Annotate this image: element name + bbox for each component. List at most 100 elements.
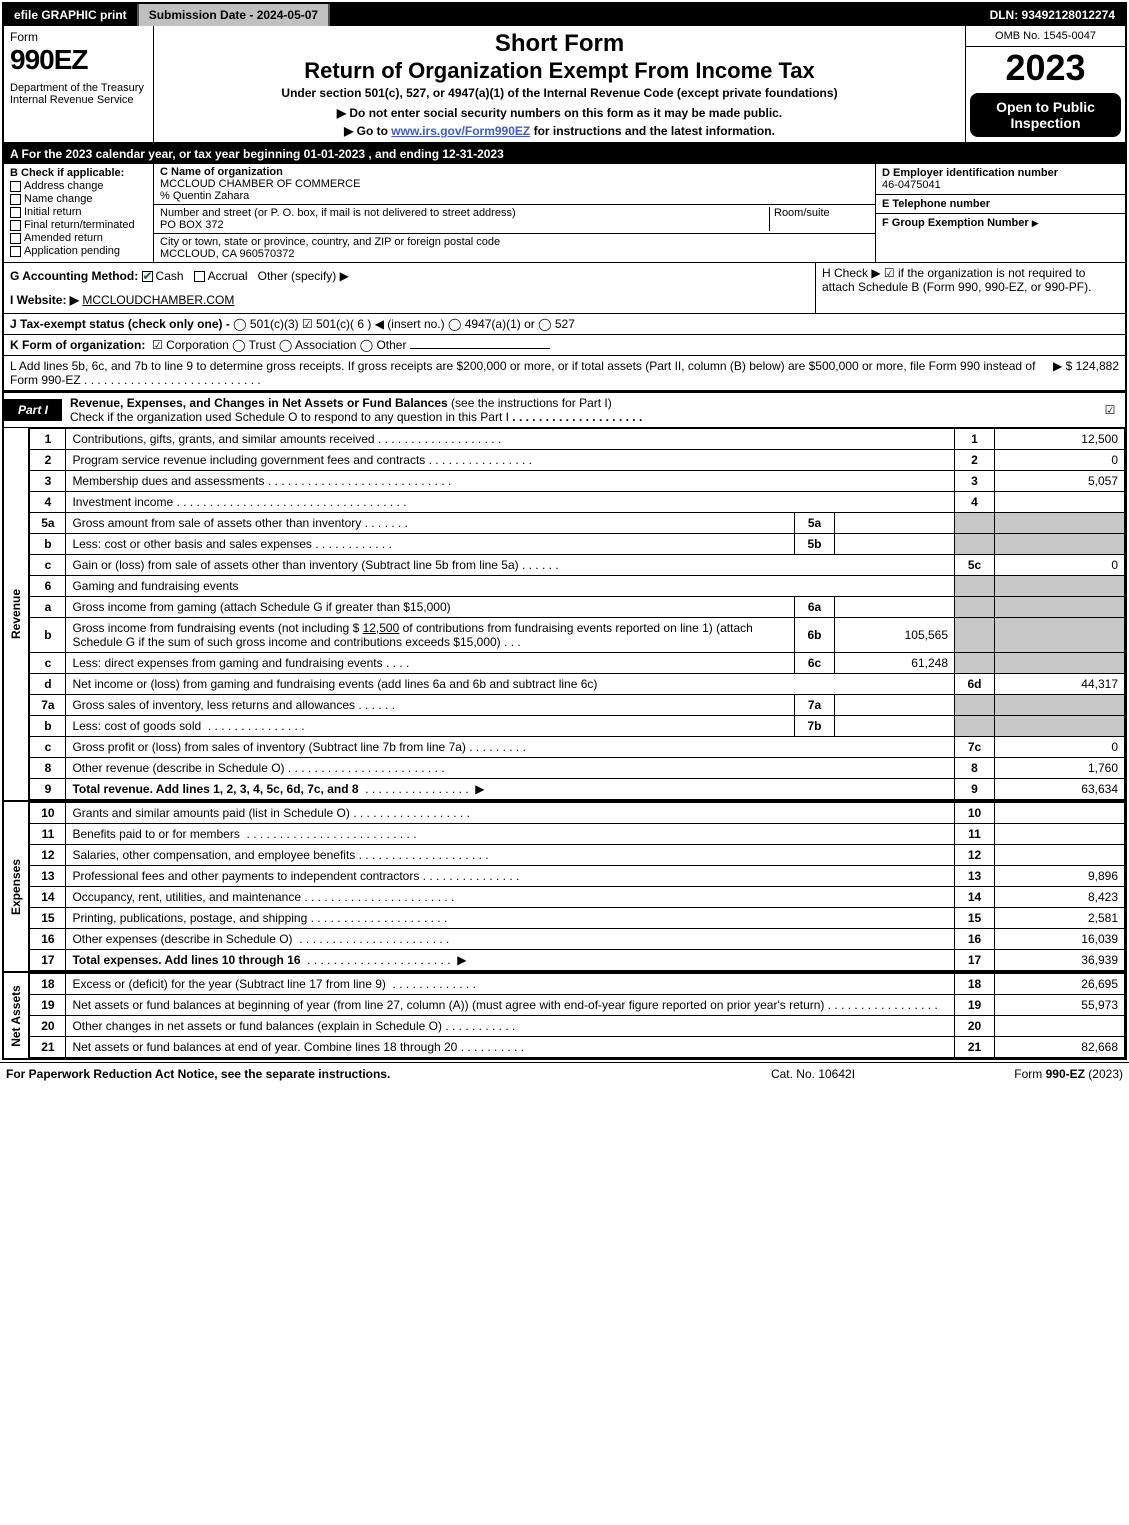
- chk-pending[interactable]: Application pending: [10, 245, 147, 257]
- f-hdr: F Group Exemption Number: [882, 217, 1029, 229]
- k-opts: ☑ Corporation ◯ Trust ◯ Association ◯ Ot…: [152, 338, 406, 352]
- chk-name[interactable]: Name change: [10, 193, 147, 205]
- form-container: efile GRAPHIC print Submission Date - 20…: [2, 2, 1127, 1060]
- i-label: I Website: ▶: [10, 293, 79, 307]
- c-city-block: City or town, state or province, country…: [154, 234, 875, 262]
- page-footer: For Paperwork Reduction Act Notice, see …: [0, 1062, 1129, 1085]
- line-16: 16Other expenses (describe in Schedule O…: [30, 929, 1125, 950]
- city-hdr: City or town, state or province, country…: [160, 236, 869, 248]
- col-c: C Name of organization MCCLOUD CHAMBER O…: [154, 164, 875, 262]
- line-7a: 7aGross sales of inventory, less returns…: [30, 695, 1125, 716]
- care-of: % Quentin Zahara: [160, 190, 869, 202]
- line-11: 11Benefits paid to or for members . . . …: [30, 824, 1125, 845]
- b-header: B Check if applicable:: [10, 167, 124, 179]
- row-l: L Add lines 5b, 6c, and 7b to line 9 to …: [4, 356, 1125, 391]
- c-name-block: C Name of organization MCCLOUD CHAMBER O…: [154, 164, 875, 205]
- dept-label: Department of the Treasury Internal Reve…: [10, 82, 147, 106]
- line-5b: bLess: cost or other basis and sales exp…: [30, 534, 1125, 555]
- netassets-block: Net Assets 18Excess or (deficit) for the…: [4, 971, 1125, 1058]
- revenue-block: Revenue 1Contributions, gifts, grants, a…: [4, 428, 1125, 800]
- j-label: J Tax-exempt status (check only one) -: [10, 317, 233, 331]
- line-10: 10Grants and similar amounts paid (list …: [30, 803, 1125, 824]
- line-6a: aGross income from gaming (attach Schedu…: [30, 597, 1125, 618]
- row-k: K Form of organization: ☑ Corporation ◯ …: [4, 335, 1125, 356]
- expenses-label: Expenses: [4, 802, 29, 971]
- part1-check-line: Check if the organization used Schedule …: [70, 410, 509, 424]
- netassets-label: Net Assets: [4, 973, 29, 1058]
- link-pre: ▶ Go to: [344, 124, 391, 138]
- ssn-note: ▶ Do not enter social security numbers o…: [160, 106, 959, 120]
- website-val[interactable]: MCCLOUDCHAMBER.COM: [82, 293, 234, 307]
- part1-title: Revenue, Expenses, and Changes in Net As…: [62, 393, 1095, 427]
- link-post: for instructions and the latest informat…: [530, 124, 775, 138]
- line-14: 14Occupancy, rent, utilities, and mainte…: [30, 887, 1125, 908]
- line-5a: 5aGross amount from sale of assets other…: [30, 513, 1125, 534]
- part1-tag: Part I: [4, 399, 62, 421]
- g-label: G Accounting Method:: [10, 269, 138, 283]
- line-6b: bGross income from fundraising events (n…: [30, 618, 1125, 653]
- l-amount: ▶ $ 124,882: [1053, 359, 1119, 387]
- short-form-title: Short Form: [160, 30, 959, 58]
- line-20: 20Other changes in net assets or fund ba…: [30, 1016, 1125, 1037]
- g-other: Other (specify) ▶: [258, 269, 349, 283]
- tax-year: 2023: [966, 47, 1125, 89]
- city-val: MCCLOUD, CA 960570372: [160, 248, 869, 260]
- footer-left: For Paperwork Reduction Act Notice, see …: [6, 1067, 683, 1081]
- header-left: Form 990EZ Department of the Treasury In…: [4, 26, 154, 142]
- expenses-block: Expenses 10Grants and similar amounts pa…: [4, 800, 1125, 971]
- d-hdr: D Employer identification number: [882, 167, 1058, 179]
- street-val: PO BOX 372: [160, 219, 769, 231]
- line-21: 21Net assets or fund balances at end of …: [30, 1037, 1125, 1058]
- line-9: 9Total revenue. Add lines 1, 2, 3, 4, 5c…: [30, 779, 1125, 800]
- line-2: 2Program service revenue including gover…: [30, 450, 1125, 471]
- chk-amended[interactable]: Amended return: [10, 232, 147, 244]
- form-title: Return of Organization Exempt From Incom…: [160, 58, 959, 84]
- line-6: 6Gaming and fundraising events: [30, 576, 1125, 597]
- col-def: D Employer identification number 46-0475…: [875, 164, 1125, 262]
- chk-cash[interactable]: [142, 271, 153, 282]
- line-12: 12Salaries, other compensation, and empl…: [30, 845, 1125, 866]
- dln-label: DLN: 93492128012274: [980, 4, 1125, 26]
- line-3: 3Membership dues and assessments . . . .…: [30, 471, 1125, 492]
- header-right: OMB No. 1545-0047 2023 Open to Public In…: [965, 26, 1125, 142]
- irs-link[interactable]: www.irs.gov/Form990EZ: [391, 124, 530, 138]
- line-6d: dNet income or (loss) from gaming and fu…: [30, 674, 1125, 695]
- efile-print-button[interactable]: efile GRAPHIC print: [4, 4, 139, 26]
- line-18: 18Excess or (deficit) for the year (Subt…: [30, 974, 1125, 995]
- part1-checkbox[interactable]: ☑: [1095, 403, 1125, 417]
- part1-header: Part I Revenue, Expenses, and Changes in…: [4, 391, 1125, 428]
- form-subtitle: Under section 501(c), 527, or 4947(a)(1)…: [160, 86, 959, 100]
- line-5c: cGain or (loss) from sale of assets othe…: [30, 555, 1125, 576]
- row-a: A For the 2023 calendar year, or tax yea…: [4, 144, 1125, 164]
- d-block: D Employer identification number 46-0475…: [876, 164, 1125, 195]
- c-street-block: Number and street (or P. O. box, if mail…: [154, 205, 875, 234]
- e-hdr: E Telephone number: [882, 198, 990, 210]
- mid-rows: G Accounting Method: Cash Accrual Other …: [4, 263, 1125, 391]
- line-4: 4Investment income . . . . . . . . . . .…: [30, 492, 1125, 513]
- netassets-table: 18Excess or (deficit) for the year (Subt…: [29, 973, 1125, 1058]
- expenses-table: 10Grants and similar amounts paid (list …: [29, 802, 1125, 971]
- revenue-table: 1Contributions, gifts, grants, and simil…: [29, 428, 1125, 800]
- ein-val: 46-0475041: [882, 179, 941, 191]
- h-block: H Check ▶ ☑ if the organization is not r…: [815, 263, 1125, 313]
- col-b: B Check if applicable: Address change Na…: [4, 164, 154, 262]
- line-15: 15Printing, publications, postage, and s…: [30, 908, 1125, 929]
- open-to-public: Open to Public Inspection: [970, 93, 1121, 137]
- top-bar: efile GRAPHIC print Submission Date - 20…: [4, 4, 1125, 26]
- chk-final[interactable]: Final return/terminated: [10, 219, 147, 231]
- chk-address[interactable]: Address change: [10, 180, 147, 192]
- chk-accrual[interactable]: [194, 271, 205, 282]
- submission-date-button[interactable]: Submission Date - 2024-05-07: [139, 4, 330, 26]
- form-word: Form: [10, 30, 147, 44]
- room-hdr: Room/suite: [774, 207, 830, 219]
- chk-initial[interactable]: Initial return: [10, 206, 147, 218]
- f-block: F Group Exemption Number: [876, 214, 1125, 232]
- form-number: 990EZ: [10, 44, 147, 76]
- line-1: 1Contributions, gifts, grants, and simil…: [30, 429, 1125, 450]
- line-17: 17Total expenses. Add lines 10 through 1…: [30, 950, 1125, 971]
- omb-number: OMB No. 1545-0047: [966, 26, 1125, 47]
- row-gh: G Accounting Method: Cash Accrual Other …: [4, 263, 1125, 314]
- line-6c: cLess: direct expenses from gaming and f…: [30, 653, 1125, 674]
- j-opts: ◯ 501(c)(3) ☑ 501(c)( 6 ) ◀ (insert no.)…: [233, 317, 575, 331]
- revenue-label: Revenue: [4, 428, 29, 800]
